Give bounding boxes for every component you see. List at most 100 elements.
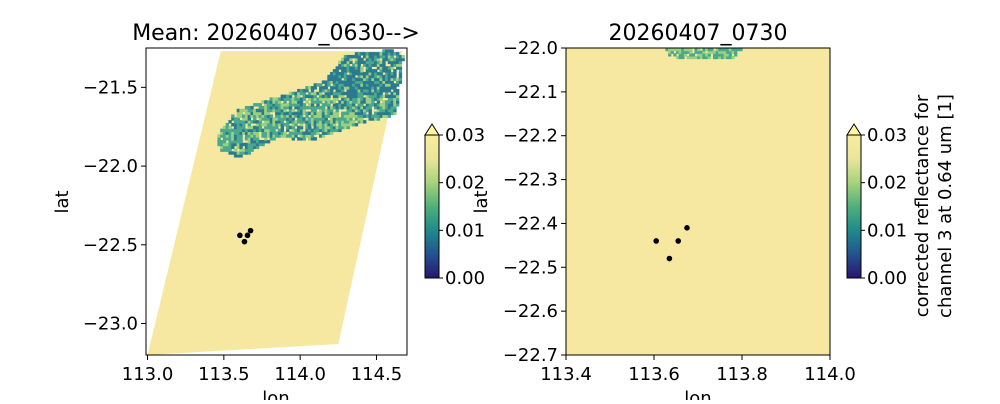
cloud-cell xyxy=(297,97,301,101)
cloud-cell xyxy=(363,105,367,110)
cloud-cell xyxy=(385,80,389,84)
cloud-cell xyxy=(302,97,306,101)
colorbar-tick-label: 0.00 xyxy=(445,268,485,289)
cloud-cell xyxy=(233,139,238,144)
cloud-cell xyxy=(385,71,389,76)
cloud-cell xyxy=(363,63,367,67)
cloud-cell xyxy=(316,103,320,107)
cloud-cell xyxy=(255,120,260,124)
cloud-cell xyxy=(294,94,298,99)
cloud-cell xyxy=(683,53,688,57)
cloud-cell xyxy=(681,48,685,52)
cloud-cell xyxy=(720,55,725,60)
cloud-cell xyxy=(266,111,271,116)
cloud-cell xyxy=(330,74,334,79)
x-tick-label: 113.8 xyxy=(716,364,768,385)
cloud-cell xyxy=(294,111,298,116)
cloud-cell xyxy=(228,148,232,152)
cloud-cell xyxy=(393,57,397,62)
cloud-cell xyxy=(390,49,394,53)
cloud-cell xyxy=(313,120,317,124)
cloud-cell xyxy=(371,88,375,93)
cloud-cell xyxy=(357,57,361,62)
cloud-cell xyxy=(346,94,350,99)
cloud-cell xyxy=(247,120,251,124)
cloud-cell xyxy=(390,63,394,67)
cloud-cell xyxy=(220,148,224,152)
cloud-cell xyxy=(313,125,317,130)
cloud-cell xyxy=(335,86,339,90)
cloud-cell xyxy=(352,77,356,82)
cloud-cell xyxy=(244,137,249,141)
cloud-cell xyxy=(305,131,309,135)
cloud-cell xyxy=(718,55,722,60)
cloud-cell xyxy=(332,117,337,121)
cloud-cell xyxy=(335,91,339,96)
cloud-cell xyxy=(330,131,334,135)
cloud-cell xyxy=(387,88,392,93)
cloud-cell xyxy=(291,120,295,124)
cloud-cell xyxy=(385,52,389,56)
cloud-cell xyxy=(286,94,290,99)
cloud-cell xyxy=(354,91,359,96)
cloud-cell xyxy=(255,139,260,144)
cloud-cell xyxy=(280,108,284,113)
cloud-cell xyxy=(269,137,273,141)
cloud-cell xyxy=(376,80,381,84)
cloud-cell xyxy=(346,60,350,65)
cloud-cell xyxy=(668,50,672,54)
cloud-cell xyxy=(702,50,706,54)
cloud-cell xyxy=(396,57,400,62)
cloud-cell xyxy=(720,48,725,52)
cloud-cell xyxy=(390,57,394,62)
cloud-cell xyxy=(368,63,372,67)
cloud-cell xyxy=(341,80,345,84)
cloud-cell xyxy=(390,108,394,113)
cloud-cell xyxy=(308,86,312,90)
cloud-cell xyxy=(676,48,680,52)
cloud-cell xyxy=(250,131,254,135)
cloud-cell xyxy=(376,117,381,121)
cloud-cell xyxy=(231,134,235,138)
cloud-cell xyxy=(239,139,243,144)
cloud-cell xyxy=(360,117,364,121)
cloud-cell xyxy=(280,111,284,116)
cloud-cell xyxy=(286,97,290,101)
cloud-cell xyxy=(360,91,364,96)
cloud-cell xyxy=(368,108,372,113)
cloud-cell xyxy=(354,94,359,99)
cloud-cell xyxy=(379,63,383,67)
cloud-cell xyxy=(343,105,348,110)
cloud-cell xyxy=(374,63,378,67)
cloud-cell xyxy=(291,134,295,138)
cloud-cell xyxy=(357,117,361,121)
cloud-cell xyxy=(250,148,254,152)
cloud-cell xyxy=(393,60,397,65)
cloud-cell xyxy=(297,94,301,99)
cloud-cell xyxy=(393,77,397,82)
cloud-cell xyxy=(349,105,353,110)
cloud-cell xyxy=(731,55,735,60)
cloud-cell xyxy=(343,69,348,73)
cloud-cell xyxy=(382,52,386,56)
cloud-cell xyxy=(357,94,361,99)
cloud-cell xyxy=(349,97,353,101)
cloud-cell xyxy=(217,139,221,144)
cloud-cell xyxy=(324,97,328,101)
cloud-cell xyxy=(236,134,241,138)
cloud-cell xyxy=(316,128,320,133)
cloud-cell xyxy=(222,142,227,147)
cloud-cell xyxy=(324,100,328,104)
cloud-cell xyxy=(313,105,317,110)
cloud-cell xyxy=(360,66,364,70)
cloud-cell xyxy=(357,120,361,124)
cloud-cell xyxy=(393,108,397,113)
cloud-cell xyxy=(220,139,224,144)
panel-1-xlabel: lon xyxy=(262,388,289,400)
cloud-cell xyxy=(699,50,703,54)
cloud-cell xyxy=(299,100,304,104)
cloud-cell xyxy=(220,131,224,135)
cloud-cell xyxy=(297,114,301,118)
cloud-cell xyxy=(225,128,230,133)
cloud-cell xyxy=(324,108,328,113)
